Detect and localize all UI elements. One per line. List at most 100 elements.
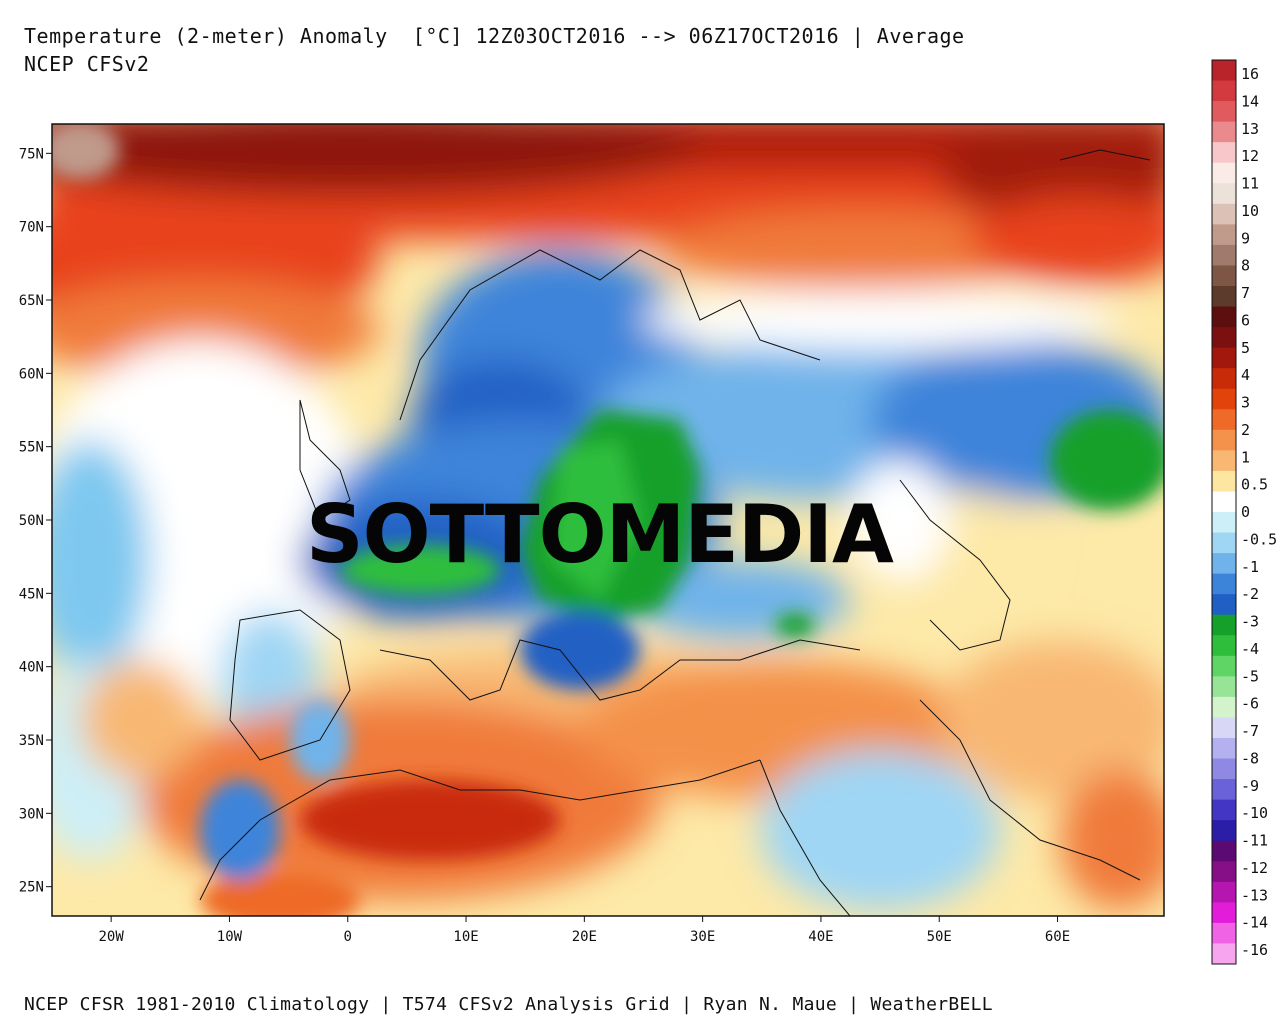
legend-swatch [1212,491,1236,513]
legend-swatch [1212,512,1236,534]
legend-swatch [1212,738,1236,760]
legend-label: -3 [1241,613,1259,631]
lon-tick-label: 30E [690,929,715,945]
legend-label: -7 [1241,722,1259,740]
legend-swatch [1212,162,1236,184]
legend-label: -13 [1241,886,1268,904]
legend-swatch [1212,142,1236,164]
legend-swatch [1212,80,1236,102]
legend-label: 5 [1241,339,1250,357]
lon-tick-label: 20E [572,929,597,945]
legend-swatch [1212,902,1236,924]
legend-swatch [1212,820,1236,842]
legend-swatch [1212,121,1236,143]
legend-label: -14 [1241,914,1268,932]
legend-swatch [1212,347,1236,369]
legend-label: -9 [1241,777,1259,795]
lon-tick-label: 10E [453,929,478,945]
lat-tick-label: 40N [19,660,44,676]
legend-label: 16 [1241,65,1259,83]
lat-tick-label: 45N [19,586,44,602]
legend-swatch [1212,614,1236,636]
map-field [52,124,1164,916]
chart-title: Temperature (2-meter) Anomaly [°C] 12Z03… [24,24,965,48]
legend-swatch [1212,470,1236,492]
legend-frame [1211,59,1237,965]
legend-label: 6 [1241,311,1250,329]
footer-credit: NCEP CFSR 1981-2010 Climatology | T574 C… [24,994,993,1015]
legend-swatch [1212,203,1236,225]
legend-label: 8 [1241,257,1250,275]
legend-swatch [1212,594,1236,616]
color-legend: 16 14 13 12 11 10 9 8 7 6 5 4 3 2 1 0.5 0 -0.5 -1 -2 -3 -4 -5 -… [1211,59,1277,965]
legend-swatch [1212,758,1236,780]
lat-tick-label: 35N [19,733,44,749]
latitude-axis: 75N 70N 65N 60N 55N 50N 45N 40N 35N 30N 25N [19,146,52,896]
legend-swatch [1212,183,1236,205]
legend-swatch [1212,388,1236,410]
legend-label: 12 [1241,147,1259,165]
lon-tick-label: 50E [927,929,952,945]
legend-label: -16 [1241,941,1268,959]
legend-swatch [1212,450,1236,472]
legend-swatch [1212,60,1236,82]
overlay-sottomedia: SOTTOMEDIA [306,488,894,581]
legend-label: 10 [1241,202,1259,220]
lat-tick-label: 25N [19,880,44,896]
legend-label: -2 [1241,585,1259,603]
legend-swatch [1212,779,1236,801]
legend-swatch [1212,696,1236,718]
longitude-axis: 20W 10W 0 10E 20E 30E 40E 50E 60E [99,916,1070,945]
legend-swatch [1212,429,1236,451]
lon-tick-label: 60E [1045,929,1070,945]
lat-tick-label: 70N [19,220,44,236]
legend-swatch [1212,573,1236,595]
legend-label: -12 [1241,859,1268,877]
legend-swatch [1212,799,1236,821]
legend-swatch [1212,635,1236,657]
legend-swatch [1212,655,1236,677]
lat-tick-label: 65N [19,293,44,309]
legend-swatch [1212,881,1236,903]
legend-swatch [1212,265,1236,287]
legend-swatch [1212,532,1236,554]
legend-swatch [1212,922,1236,944]
legend-swatch [1212,861,1236,883]
lon-tick-label: 20W [99,929,125,945]
legend-label: -4 [1241,640,1259,658]
legend-label: -1 [1241,558,1259,576]
legend-swatch [1212,327,1236,349]
legend-label: 14 [1241,92,1259,110]
legend-label: -11 [1241,832,1268,850]
lat-tick-label: 30N [19,806,44,822]
legend-label: 1 [1241,448,1250,466]
legend-swatch [1212,676,1236,698]
lon-tick-label: 40E [808,929,833,945]
legend-swatch [1212,840,1236,862]
legend-label: 11 [1241,175,1259,193]
legend-swatch [1212,286,1236,308]
chart-subtitle: NCEP CFSv2 [24,52,150,76]
legend-label: 4 [1241,366,1250,384]
lat-tick-label: 60N [19,366,44,382]
legend-label: 2 [1241,421,1250,439]
legend-label: 7 [1241,284,1250,302]
legend-swatch [1212,244,1236,266]
legend-label: 0 [1241,503,1250,521]
legend-label: 9 [1241,229,1250,247]
lat-tick-label: 75N [19,146,44,162]
lon-tick-label: 10W [217,929,243,945]
lat-tick-label: 55N [19,440,44,456]
legend-label: -8 [1241,749,1259,767]
legend-swatch [1212,306,1236,328]
lon-tick-label: 0 [344,929,352,945]
legend-label: -10 [1241,804,1268,822]
legend-swatch [1212,409,1236,431]
legend-swatch [1212,101,1236,123]
legend-label: -5 [1241,667,1259,685]
lat-tick-label: 50N [19,513,44,529]
legend-label: 0.5 [1241,476,1268,494]
legend-swatch [1212,224,1236,246]
legend-swatch [1212,943,1236,965]
